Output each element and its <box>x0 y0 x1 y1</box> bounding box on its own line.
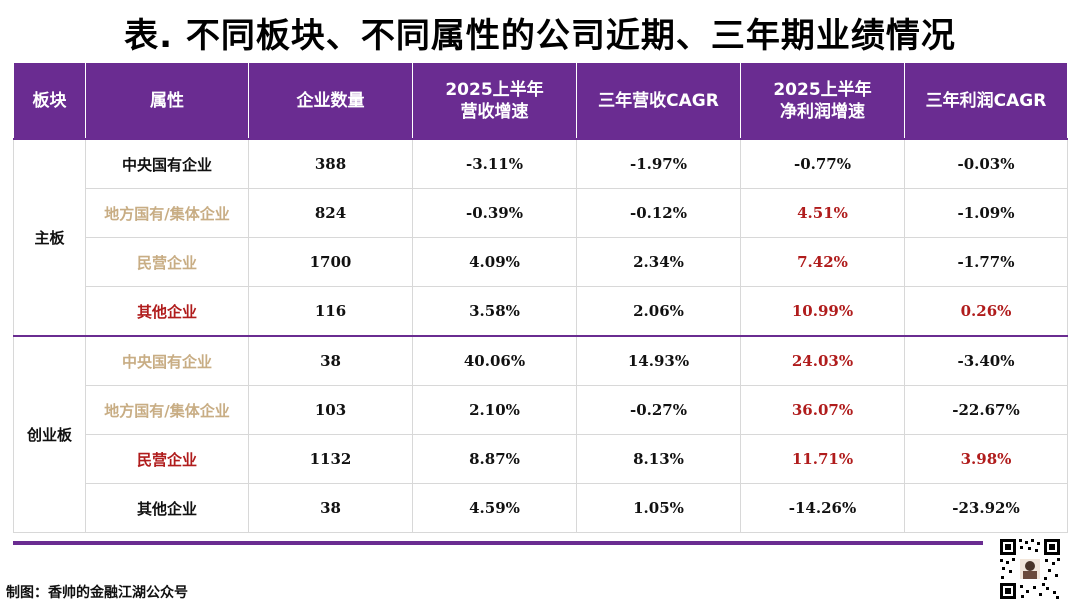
rev-h1-cell: 2.10% <box>412 385 577 435</box>
header-count: 企业数量 <box>248 62 413 140</box>
count-cell: 388 <box>248 138 413 189</box>
table-row: 民营企业 1700 4.09% 2.34% 7.42% -1.77% <box>14 237 1068 287</box>
rev-cagr-cell: -1.97% <box>576 138 741 189</box>
rev-cagr-cell: 1.05% <box>576 483 741 533</box>
np-h1-cell: -14.26% <box>740 483 905 533</box>
table-row: 其他企业 38 4.59% 1.05% -14.26% -23.92% <box>14 483 1068 533</box>
profit-cagr-cell: -22.67% <box>904 385 1068 435</box>
profit-cagr-cell: 0.26% <box>904 286 1068 337</box>
profit-cagr-cell: -23.92% <box>904 483 1068 533</box>
header-attr: 属性 <box>85 62 249 140</box>
rev-h1-cell: -3.11% <box>412 138 577 189</box>
profit-cagr-cell: 3.98% <box>904 434 1068 484</box>
attr-cell: 中央国有企业 <box>85 138 249 189</box>
profit-cagr-cell: -1.09% <box>904 188 1068 238</box>
np-h1-cell: 36.07% <box>740 385 905 435</box>
attr-cell: 民营企业 <box>85 237 249 287</box>
header-rev-cagr: 三年营收CAGR <box>576 62 741 140</box>
rev-cagr-cell: 14.93% <box>576 335 741 386</box>
rev-h1-cell: 4.59% <box>412 483 577 533</box>
rev-h1-cell: 8.87% <box>412 434 577 484</box>
count-cell: 103 <box>248 385 413 435</box>
board-cell-chinext: 创业板 <box>13 335 86 533</box>
attr-cell: 其他企业 <box>85 483 249 533</box>
count-cell: 1132 <box>248 434 413 484</box>
rev-h1-cell: 3.58% <box>412 286 577 337</box>
np-h1-cell: 10.99% <box>740 286 905 337</box>
attr-cell: 中央国有企业 <box>85 335 249 386</box>
board-cell-main: 主板 <box>13 138 86 337</box>
np-h1-cell: 11.71% <box>740 434 905 484</box>
page-title: 表. 不同板块、不同属性的公司近期、三年期业绩情况 <box>124 16 956 56</box>
header-np-h1-line1: 2025上半年 <box>773 79 872 100</box>
credit-text: 制图：香帅的金融江湖公众号 <box>6 585 188 601</box>
rev-cagr-cell: -0.12% <box>576 188 741 238</box>
count-cell: 824 <box>248 188 413 238</box>
header-np-h1-line2: 净利润增速 <box>780 101 865 122</box>
header-board: 板块 <box>13 62 86 140</box>
count-cell: 1700 <box>248 237 413 287</box>
rev-cagr-cell: 2.06% <box>576 286 741 337</box>
table-row: 其他企业 116 3.58% 2.06% 10.99% 0.26% <box>14 286 1068 337</box>
header-row: 板块 属性 企业数量 2025上半年 营收增速 三年营收CAGR 2025上半年… <box>13 62 1068 140</box>
table-row: 主板 中央国有企业 388 -3.11% -1.97% -0.77% -0.03… <box>13 138 1068 337</box>
header-rev-h1-line1: 2025上半年 <box>445 79 544 100</box>
count-cell: 38 <box>248 335 413 386</box>
rev-cagr-cell: 2.34% <box>576 237 741 287</box>
header-rev-h1: 2025上半年 营收增速 <box>412 62 577 140</box>
rev-h1-cell: -0.39% <box>412 188 577 238</box>
rev-h1-cell: 40.06% <box>412 335 577 386</box>
profit-cagr-cell: -3.40% <box>904 335 1068 386</box>
table-row: 地方国有/集体企业 824 -0.39% -0.12% 4.51% -1.09% <box>14 188 1068 238</box>
np-h1-cell: 7.42% <box>740 237 905 287</box>
divider-rule <box>13 541 983 545</box>
count-cell: 38 <box>248 483 413 533</box>
table-row: 地方国有/集体企业 103 2.10% -0.27% 36.07% -22.67… <box>14 385 1068 435</box>
attr-cell: 地方国有/集体企业 <box>85 385 249 435</box>
np-h1-cell: 4.51% <box>740 188 905 238</box>
rev-h1-cell: 4.09% <box>412 237 577 287</box>
np-h1-cell: 24.03% <box>740 335 905 386</box>
attr-cell: 其他企业 <box>85 286 249 337</box>
header-np-h1: 2025上半年 净利润增速 <box>740 62 905 140</box>
header-profit-cagr: 三年利润CAGR <box>904 62 1068 140</box>
np-h1-cell: -0.77% <box>740 138 905 189</box>
attr-cell: 地方国有/集体企业 <box>85 188 249 238</box>
table-row: 创业板 中央国有企业 38 40.06% 14.93% 24.03% -3.40… <box>13 335 1068 533</box>
qr-code-icon <box>998 537 1062 601</box>
performance-table: 板块 属性 企业数量 2025上半年 营收增速 三年营收CAGR 2025上半年… <box>13 62 1068 533</box>
header-rev-h1-line2: 营收增速 <box>460 101 529 122</box>
profit-cagr-cell: -1.77% <box>904 237 1068 287</box>
table-row: 民营企业 1132 8.87% 8.13% 11.71% 3.98% <box>14 434 1068 484</box>
attr-cell: 民营企业 <box>85 434 249 484</box>
count-cell: 116 <box>248 286 413 337</box>
rev-cagr-cell: -0.27% <box>576 385 741 435</box>
profit-cagr-cell: -0.03% <box>904 138 1068 189</box>
rev-cagr-cell: 8.13% <box>576 434 741 484</box>
